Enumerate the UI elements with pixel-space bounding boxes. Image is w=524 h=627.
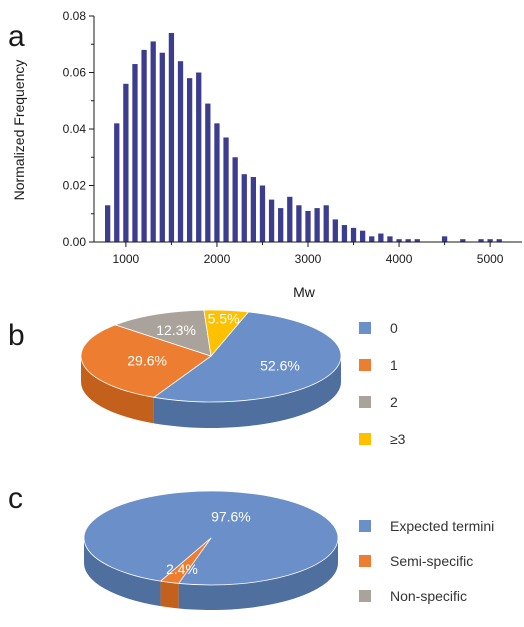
pie-slice-side — [178, 538, 338, 611]
histogram-bar — [168, 32, 175, 243]
pie-chart-c: 97.6% 2.4% — [83, 490, 339, 611]
pie-value-label: 97.6% — [211, 509, 251, 525]
histogram-bar — [278, 208, 284, 242]
histogram-bar — [314, 208, 320, 242]
histogram-bar — [287, 196, 293, 242]
histogram-bar — [441, 236, 448, 242]
histogram-bar — [177, 61, 184, 243]
pie-slice — [80, 324, 212, 398]
histogram-bar — [460, 239, 466, 242]
x-tick-label: 3000 — [295, 252, 322, 266]
pie-slice — [114, 309, 212, 357]
histogram-bar — [205, 103, 211, 242]
histogram-bar — [369, 236, 375, 242]
legend-label: 0 — [390, 320, 398, 336]
histogram-bar — [114, 123, 120, 242]
legend-label: ≥3 — [390, 431, 406, 447]
legend-c: Expected termini Semi-specific Non-specifi… — [359, 518, 494, 604]
histogram-bar — [196, 72, 202, 242]
panel-letter-c: c — [8, 482, 23, 515]
pie-slice — [203, 309, 249, 357]
pie-slice-side — [160, 581, 179, 609]
legend-label: 2 — [390, 394, 398, 410]
histogram-bar — [350, 227, 357, 242]
legend-swatch — [359, 396, 371, 408]
legend-swatch — [359, 433, 371, 445]
legend-label: Non-specific — [390, 588, 467, 604]
y-tick-label: 0.00 — [63, 235, 87, 249]
pie-top-layer — [83, 490, 339, 586]
histogram-bar — [332, 219, 338, 242]
y-tick-label: 0.06 — [63, 66, 87, 80]
histogram-bar — [250, 177, 257, 242]
histogram-bar — [223, 137, 229, 242]
pie-slice — [153, 311, 342, 403]
x-tick-label: 2000 — [204, 252, 231, 266]
pie-top-layer — [80, 309, 342, 403]
histogram-bar — [396, 239, 402, 242]
x-axis-title: Mw — [293, 284, 316, 300]
legend-swatch — [359, 359, 371, 371]
pie-value-label: 29.6% — [127, 352, 167, 368]
pie-slice — [160, 537, 212, 584]
legend-b: 0 1 2 ≥3 — [359, 320, 406, 447]
legend-swatch — [359, 590, 371, 602]
pie-value-label: 5.5% — [208, 311, 240, 327]
pie-label-layer: 52.6% 29.6% 12.3% 5.5% — [127, 311, 300, 374]
bar-series — [105, 32, 502, 243]
histogram-bar — [305, 210, 311, 242]
x-tick-label: 1000 — [113, 252, 140, 266]
legend-swatch — [359, 322, 371, 334]
histogram-bar — [186, 78, 193, 243]
pie-chart-b: 52.6% 29.6% 12.3% 5.5% — [80, 309, 342, 429]
pie-slice-side — [153, 356, 341, 429]
histogram-bar — [405, 239, 411, 242]
y-axis-title: Normalized Frequency — [11, 60, 27, 201]
legend-label: 1 — [390, 357, 398, 373]
histogram-bar — [323, 205, 329, 242]
histogram-bar — [232, 157, 238, 242]
legend-label: Expected termini — [390, 518, 494, 534]
histogram-bar — [123, 83, 129, 242]
pie-label-layer: 97.6% 2.4% — [166, 509, 251, 577]
histogram-bar — [296, 205, 302, 242]
x-tick-label: 4000 — [386, 252, 413, 266]
histogram-bar — [105, 205, 111, 242]
histogram-bar — [378, 233, 384, 242]
histogram-bar — [487, 239, 493, 242]
y-tick-label: 0.04 — [63, 122, 87, 136]
histogram-bar — [132, 64, 138, 243]
pie-side-layer — [81, 356, 341, 429]
y-tick-label: 0.08 — [63, 9, 87, 23]
legend-swatch — [359, 520, 371, 532]
histogram-bar — [359, 230, 366, 242]
histogram-bar — [214, 123, 220, 242]
legend-swatch — [359, 555, 371, 567]
histogram-axes: 0.00 0.02 0.04 0.06 0.08 1000 2000 3000 4000 5000 — [63, 9, 522, 266]
histogram-bar — [159, 52, 165, 242]
histogram-bar — [141, 49, 147, 243]
histogram-bar — [387, 236, 393, 242]
x-tick-label: 5000 — [477, 252, 504, 266]
histogram-bar — [496, 239, 502, 242]
pie-slice-side — [81, 356, 154, 424]
histogram-bar — [259, 185, 266, 242]
pie-value-label: 12.3% — [156, 322, 196, 338]
histogram-bar — [150, 41, 156, 242]
y-tick-label: 0.02 — [63, 179, 87, 193]
histogram-bar — [414, 239, 420, 242]
histogram-bar — [478, 239, 484, 242]
legend-label: Semi-specific — [390, 553, 473, 569]
histogram-chart: 0.00 0.02 0.04 0.06 0.08 1000 2000 3000 4000 5000… — [11, 9, 522, 300]
histogram-bar — [241, 174, 247, 242]
pie-value-label: 52.6% — [260, 358, 300, 374]
panel-letter-b: b — [8, 319, 25, 352]
panel-letter-a: a — [8, 20, 25, 53]
histogram-bar — [341, 225, 348, 242]
pie-value-label: 2.4% — [166, 561, 198, 577]
histogram-bar — [268, 199, 275, 242]
